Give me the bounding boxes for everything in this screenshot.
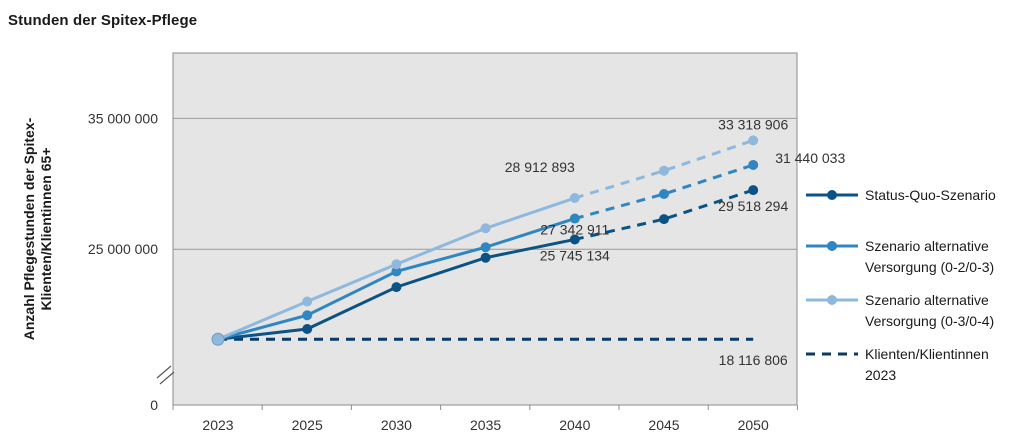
data-point-alt_0304 (569, 193, 580, 204)
start-data-point (211, 332, 225, 346)
data-point-alt_0203 (480, 242, 491, 253)
data-point-status_quo (659, 214, 669, 225)
data-point-alt_0304 (480, 223, 491, 234)
y-axis-label: Anzahl Pflegestunden der Spitex- (21, 117, 37, 340)
data-label: 28 912 893 (505, 159, 575, 175)
data-point-alt_0203 (391, 266, 402, 277)
x-tick-label: 2025 (292, 417, 323, 433)
x-tick-label: 2023 (202, 417, 233, 433)
y-tick-label: 35 000 000 (88, 110, 158, 126)
data-label: 33 318 906 (718, 116, 788, 132)
x-tick-label: 2050 (738, 417, 769, 433)
legend-label: Status-Quo-Szenario (865, 187, 996, 203)
data-point-status_quo (302, 323, 313, 334)
legend-item-alt_0304: Szenario alternative Versorgung (0-3/0-4) (806, 292, 994, 329)
data-point-status_quo (480, 252, 491, 263)
chart-title: Stunden der Spitex-Pflege (8, 12, 198, 29)
data-point-alt_0304 (748, 135, 759, 146)
data-point-alt_0304 (391, 259, 402, 270)
data-point-alt_0304 (302, 296, 313, 307)
legend-label: Szenario alternative (865, 292, 989, 308)
x-tick-label: 2030 (381, 417, 412, 433)
legend-label: Szenario alternative (865, 238, 989, 254)
legend-item-baseline: Klienten/Klientinnen 2023 (806, 346, 989, 383)
legend-label: Versorgung (0-3/0-4) (865, 313, 994, 329)
data-point-alt_0304 (659, 165, 669, 176)
data-point-status_quo (748, 185, 759, 196)
legend-label: 2023 (865, 367, 896, 383)
data-point-status_quo (569, 234, 580, 245)
data-point-alt_0203 (748, 159, 759, 170)
legend-item-alt_0203: Szenario alternative Versorgung (0-2/0-3) (806, 238, 994, 275)
x-tick-label: 2045 (648, 417, 679, 433)
data-point-alt_0203 (302, 310, 313, 321)
data-label: 29 518 294 (718, 198, 788, 214)
y-axis-label-line2: Klienten/Klientinnen 65+ (38, 148, 54, 311)
legend-item-status_quo: Status-Quo-Szenario (806, 187, 996, 203)
data-label: 31 440 033 (775, 150, 845, 166)
data-point-alt_0203 (569, 213, 580, 224)
legend-label: Klienten/Klientinnen (865, 346, 989, 362)
data-label: 27 342 911 (540, 222, 609, 238)
data-point-alt_0203 (659, 189, 669, 200)
axis-break-mark (156, 365, 175, 385)
y-tick-label: 25 000 000 (88, 241, 158, 257)
x-tick-label: 2035 (470, 417, 501, 433)
data-point-status_quo (391, 282, 402, 293)
legend-label: Versorgung (0-2/0-3) (865, 259, 994, 275)
x-tick-label: 2040 (559, 417, 590, 433)
data-label: 18 116 806 (719, 352, 788, 368)
y-tick-label: 0 (150, 397, 158, 413)
data-label: 25 745 134 (540, 247, 610, 263)
